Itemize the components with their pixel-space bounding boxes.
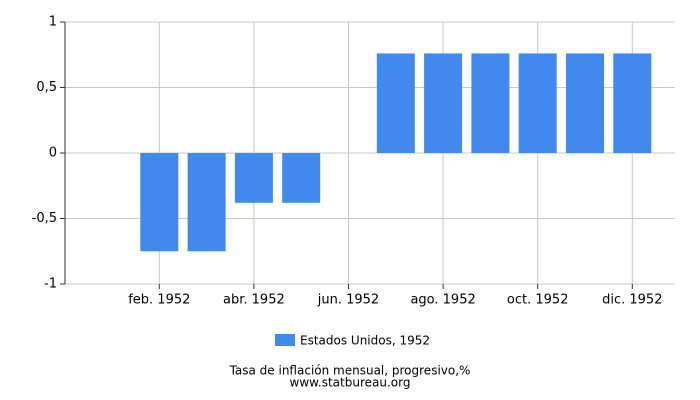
bar <box>471 53 510 153</box>
bar <box>566 53 604 153</box>
x-tick-label: jun. 1952 <box>317 293 379 308</box>
y-tick-label: -0,5 <box>32 211 57 226</box>
x-tick-label: feb. 1952 <box>128 293 190 308</box>
bar <box>234 153 273 203</box>
bar <box>613 53 652 153</box>
x-tick-label: ago. 1952 <box>410 293 475 308</box>
bar <box>282 153 321 203</box>
source: www.statbureau.org <box>290 376 411 390</box>
bar <box>376 53 415 153</box>
legend-swatch <box>275 334 295 346</box>
bar <box>518 53 557 153</box>
y-tick-label: -1 <box>44 277 57 292</box>
legend-label: Estados Unidos, 1952 <box>300 334 430 348</box>
bar <box>140 153 179 252</box>
x-tick-label: abr. 1952 <box>223 293 285 308</box>
y-tick-label: 1 <box>49 15 57 30</box>
bar <box>424 53 463 153</box>
x-tick-label: dic. 1952 <box>602 293 662 308</box>
x-axis-title: Tasa de inflación mensual, progresivo,% <box>229 364 471 378</box>
x-tick-label: oct. 1952 <box>507 293 569 308</box>
y-tick-label: 0 <box>49 146 57 161</box>
y-tick-label: 0,5 <box>36 80 57 95</box>
bar <box>187 153 226 252</box>
